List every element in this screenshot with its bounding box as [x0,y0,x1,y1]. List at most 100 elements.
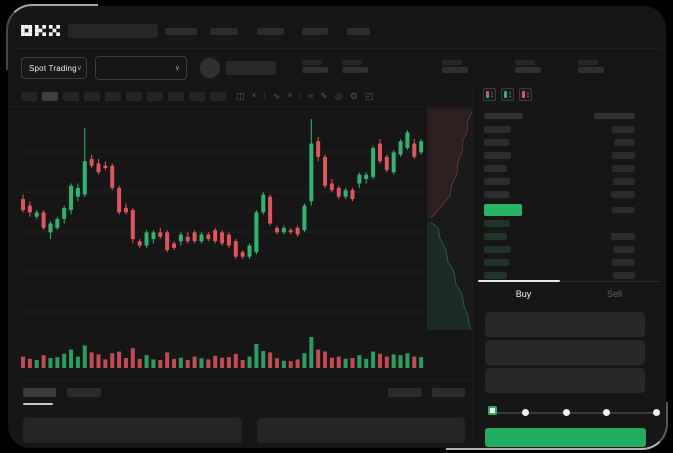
stat-value-placeholder [302,67,328,73]
indicators-icon[interactable]: ≈ [308,91,314,101]
panel-seam [472,84,473,444]
bottom-link-placeholder[interactable] [432,388,465,397]
screenshot-camera-icon[interactable]: ◎ [334,91,343,101]
ask-row-amount [612,152,635,159]
view-icon-lines [491,92,493,97]
stat-label-placeholder [515,60,535,65]
total-input-placeholder[interactable] [485,368,645,393]
price-input-placeholder[interactable] [485,312,645,337]
orderbook-bids-only-icon[interactable] [501,88,514,101]
stat-label-placeholder [442,60,462,65]
stat-value-placeholder [515,67,541,73]
draw-tools-icon[interactable]: ✎ [320,91,328,101]
active-tab-indicator [478,280,560,282]
market-type-dropdown[interactable]: Spot Trading ∨ [21,57,87,79]
bottom-link-placeholder[interactable] [388,388,422,397]
nav-item-placeholder[interactable] [302,28,328,35]
interval-button-placeholder[interactable] [63,92,79,101]
amount-slider-track[interactable] [490,412,656,414]
depth-chart [427,108,472,330]
ask-row-amount [612,126,635,133]
bid-row-price[interactable] [484,246,511,253]
tab-sell[interactable]: Sell [606,289,622,299]
chart-type-icon[interactable]: ∿ [272,91,281,101]
fullscreen-icon[interactable]: ◰ [364,91,374,101]
bid-row-price[interactable] [484,272,507,279]
bid-row-amount [611,233,635,240]
view-icon-color-bar [486,91,489,98]
coin-avatar [200,58,220,78]
nav-item-placeholder[interactable] [210,28,238,35]
chevron-down-icon: ∨ [76,64,82,72]
ask-row-amount [613,178,635,185]
header-search-bar[interactable] [68,24,158,38]
bottom-tab-placeholder[interactable] [67,388,101,397]
orderbook-combined-icon[interactable] [483,88,496,101]
pair-selector-dropdown[interactable]: ∨ [95,56,187,80]
ask-row-price[interactable] [484,126,511,133]
ask-row-price[interactable] [484,152,511,159]
okx-logo [21,25,60,36]
nav-item-placeholder[interactable] [165,28,197,35]
stat-value-placeholder [442,67,468,73]
bottom-tab-placeholder[interactable] [23,388,56,397]
bid-row-amount [613,272,635,279]
interval-button-placeholder[interactable] [189,92,205,101]
bottom-tab-active-underline [23,403,53,405]
bottom-section-divider [20,380,472,381]
view-icon-lines [509,92,511,97]
nav-item-placeholder[interactable] [257,28,284,35]
bottom-panel-placeholder [257,418,465,443]
ask-row-price[interactable] [484,178,510,185]
tabbar-divider [560,281,660,282]
ask-row-price[interactable] [484,139,509,146]
bid-row-price[interactable] [484,259,509,266]
orderbook-header-price [484,113,523,119]
ask-row-price[interactable] [484,165,507,172]
amount-input-placeholder[interactable] [485,340,645,365]
ask-row-amount [614,139,635,146]
interval-button-placeholder[interactable] [42,92,58,101]
interval-button-placeholder[interactable] [105,92,121,101]
volume-chart [21,337,424,368]
chevron-down-icon[interactable]: ∨ [251,92,257,99]
interval-button-placeholder[interactable] [168,92,184,101]
last-price-amount [612,207,635,213]
slider-stop-dot[interactable] [522,409,529,416]
orderbook-asks-only-icon[interactable] [519,88,532,101]
stat-label-placeholder [578,60,598,65]
nav-item-placeholder[interactable] [347,28,370,35]
slider-handle[interactable] [488,406,497,415]
orderbook-header-amount [594,113,635,119]
tab-buy[interactable]: Buy [515,289,532,299]
header-divider [12,48,662,49]
chart-toolbar: ◫ ∨ | ∿ ∨ | ≈ ✎ ◎ ⚙ ◰ [236,90,373,102]
bid-row-amount [613,246,635,253]
interval-button-placeholder[interactable] [84,92,100,101]
stat-label-placeholder [342,60,362,65]
stat-value-placeholder [342,67,368,73]
toolbar-divider: | [263,91,266,100]
ask-row-price[interactable] [484,191,509,198]
submit-buy-button[interactable] [485,428,646,447]
interval-button-placeholder[interactable] [210,92,226,101]
slider-stop-dot[interactable] [653,409,660,416]
toolbar-divider-line [8,106,472,107]
chevron-down-icon[interactable]: ∨ [287,92,293,99]
interval-button-placeholder[interactable] [21,92,37,101]
bid-row-price[interactable] [484,233,507,240]
candlestick-style-icon[interactable]: ◫ [236,91,245,101]
slider-stop-dot[interactable] [563,409,570,416]
view-icon-lines [527,92,529,97]
interval-button-placeholder[interactable] [147,92,163,101]
bid-row-price[interactable] [484,220,510,227]
candlestick-chart[interactable] [20,108,425,330]
pair-name-placeholder [226,61,276,75]
last-price-bar[interactable] [484,204,522,216]
slider-stop-dot[interactable] [603,409,610,416]
chart-settings-gear-icon[interactable]: ⚙ [349,91,358,101]
interval-button-placeholder[interactable] [126,92,142,101]
stat-value-placeholder [578,67,604,73]
trade-tabbar: Buy Sell [478,283,660,305]
